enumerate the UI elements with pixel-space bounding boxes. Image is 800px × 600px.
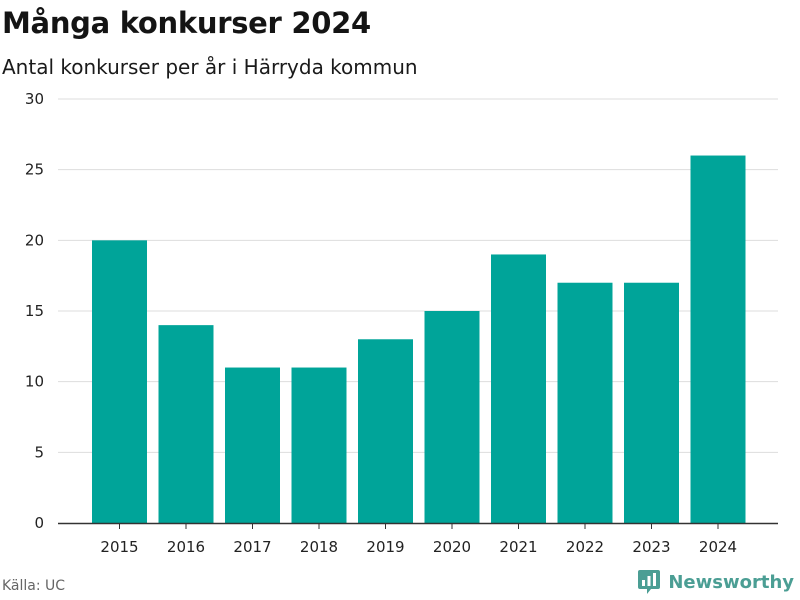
y-tick-label: 0 bbox=[34, 514, 44, 532]
x-tick-label: 2019 bbox=[366, 538, 404, 556]
x-tick-label: 2015 bbox=[100, 538, 138, 556]
y-tick-label: 15 bbox=[25, 302, 44, 320]
x-tick-label: 2020 bbox=[433, 538, 471, 556]
x-tick-label: 2018 bbox=[300, 538, 338, 556]
x-tick-label: 2023 bbox=[632, 538, 670, 556]
x-tick-label: 2024 bbox=[699, 538, 737, 556]
x-tick-label: 2022 bbox=[566, 538, 604, 556]
y-tick-label: 30 bbox=[25, 90, 44, 108]
bars bbox=[92, 155, 746, 524]
chart-subtitle: Antal konkurser per år i Härryda kommun bbox=[2, 55, 418, 79]
newsworthy-logo-icon bbox=[638, 570, 661, 594]
bar-2021 bbox=[491, 254, 546, 523]
y-tick-label: 5 bbox=[34, 443, 44, 461]
bar-2015 bbox=[92, 240, 147, 524]
y-tick-label: 25 bbox=[25, 161, 44, 179]
bar-2016 bbox=[158, 325, 214, 523]
bar-2023 bbox=[624, 282, 679, 523]
bar-2019 bbox=[358, 339, 413, 523]
y-axis-ticks: 0 5 10 15 20 25 30 bbox=[25, 90, 44, 532]
brand-logo: Newsworthy bbox=[637, 569, 794, 595]
bar-2024 bbox=[690, 155, 746, 524]
y-tick-label: 10 bbox=[25, 373, 44, 391]
x-tick-label: 2017 bbox=[233, 538, 271, 556]
y-tick-label: 20 bbox=[25, 231, 44, 249]
brand-name: Newsworthy bbox=[668, 571, 794, 593]
x-axis-ticks: 2015 2016 2017 2018 2019 2020 2021 2022 2023 2024 bbox=[100, 523, 737, 556]
source-note: Källa: UC bbox=[2, 578, 66, 594]
x-tick-label: 2016 bbox=[167, 538, 205, 556]
x-tick-label: 2021 bbox=[499, 538, 537, 556]
bar-2020 bbox=[424, 311, 480, 523]
bar-2018 bbox=[291, 367, 347, 523]
chart-title: Många konkurser 2024 bbox=[2, 6, 371, 40]
bar-2017 bbox=[225, 367, 280, 523]
bar-2022 bbox=[557, 282, 613, 523]
